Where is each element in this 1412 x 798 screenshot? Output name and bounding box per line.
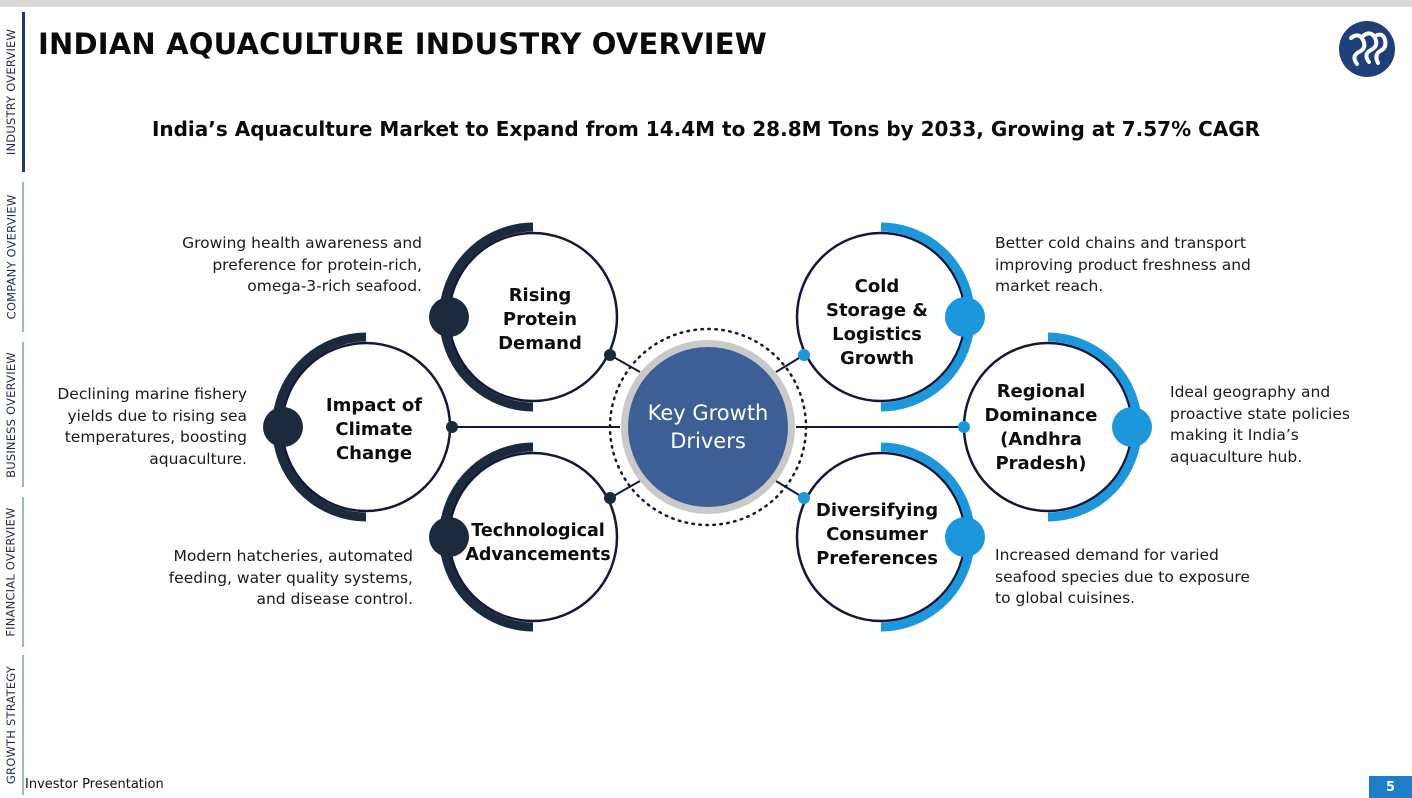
driver-arc-protein-lower (439, 325, 534, 412)
center-label: Key Growth Drivers (647, 401, 769, 453)
connector-dot-climate (446, 421, 458, 433)
connector-dot-protein (604, 349, 616, 361)
driver-desc-protein: Growing health awareness and preference … (182, 234, 422, 295)
driver-arc-cold (880, 222, 975, 309)
tab-business-overview[interactable]: BUSINESS OVERVIEW (0, 342, 24, 487)
top-bar (0, 0, 1412, 7)
driver-arc-climate (272, 332, 367, 419)
driver-desc-regional: Ideal geography and proactive state poli… (1170, 383, 1350, 466)
driver-node-consumer (945, 517, 985, 557)
driver-arc-regional (1047, 332, 1142, 419)
driver-arc-consumer-lower (880, 545, 975, 632)
driver-node-protein (429, 297, 469, 337)
driver-arc-tech-lower (439, 545, 534, 632)
driver-desc-cold: Better cold chains and transport improvi… (995, 234, 1251, 295)
connector-dot-regional (958, 421, 970, 433)
driver-desc-consumer: Increased demand for varied seafood spec… (995, 546, 1250, 607)
driver-node-tech (429, 517, 469, 557)
driver-arc-tech (439, 442, 534, 529)
driver-node-climate (263, 407, 303, 447)
footer-text: Investor Presentation (25, 777, 164, 792)
driver-label-cold: Cold Storage & Logistics Growth (825, 275, 928, 369)
driver-label-regional: Regional Dominance (Andhra Pradesh) (984, 380, 1098, 474)
driver-arc-regional-lower (1047, 435, 1142, 522)
sidebar-nav: INDUSTRY OVERVIEW COMPANY OVERVIEW BUSIN… (0, 7, 25, 798)
driver-node-cold (945, 297, 985, 337)
driver-arc-consumer (880, 442, 975, 529)
driver-label-protein: Rising Protein Demand (498, 285, 582, 354)
connector-dot-consumer (798, 492, 810, 504)
page-number: 5 (1369, 776, 1412, 798)
driver-arc-protein (439, 222, 534, 309)
page-title: INDIAN AQUACULTURE INDUSTRY OVERVIEW (38, 27, 767, 61)
tab-growth-strategy[interactable]: GROWTH STRATEGY (0, 655, 24, 795)
tab-company-overview[interactable]: COMPANY OVERVIEW (0, 182, 24, 332)
driver-label-climate: Impact of Climate Change (325, 395, 423, 464)
company-logo-icon (1339, 21, 1395, 77)
tab-industry-overview[interactable]: INDUSTRY OVERVIEW (0, 12, 25, 172)
connector-dot-tech (604, 492, 616, 504)
center-dotted-ring (608, 327, 808, 527)
driver-arc-climate-lower (272, 435, 367, 522)
driver-arc-cold-lower (880, 325, 975, 412)
driver-desc-tech: Modern hatcheries, automated feeding, wa… (168, 547, 413, 608)
driver-node-regional (1112, 407, 1152, 447)
connector-dot-cold (798, 349, 810, 361)
center-hub (628, 347, 788, 507)
driver-desc-climate: Declining marine fishery yields due to r… (57, 385, 247, 468)
driver-label-tech: Technological Advancements (465, 520, 611, 565)
page-subtitle: India’s Aquaculture Market to Expand fro… (151, 117, 1261, 141)
tab-financial-overview[interactable]: FINANCIAL OVERVIEW (0, 497, 24, 647)
driver-label-consumer: Diversifying Consumer Preferences (815, 500, 939, 569)
